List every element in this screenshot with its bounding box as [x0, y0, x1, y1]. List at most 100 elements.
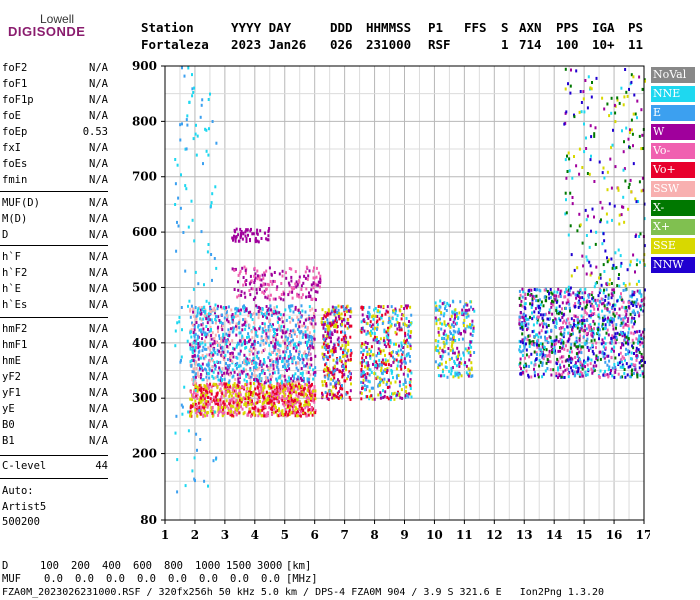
echo-point	[538, 353, 541, 357]
echo-point	[236, 405, 239, 409]
echo-point	[367, 379, 370, 383]
legend-item-vo-: Vo+	[651, 162, 695, 178]
param-value-b0: N/A	[89, 419, 108, 431]
hdr-year-day: 2023 Jan26	[231, 37, 307, 52]
echo-point	[643, 217, 646, 221]
echo-point	[233, 315, 235, 319]
echo-point	[281, 274, 284, 278]
echo-point	[362, 374, 364, 378]
echo-point	[211, 406, 214, 410]
echo-point	[237, 288, 240, 292]
echo-point	[181, 412, 184, 416]
echo-point	[580, 365, 583, 369]
echo-point	[400, 326, 403, 330]
echo-point	[207, 363, 210, 367]
echo-point	[577, 359, 580, 363]
echo-point	[622, 282, 625, 286]
echo-point	[344, 354, 347, 358]
echo-point	[228, 394, 231, 398]
echo-point	[405, 385, 408, 389]
echo-point	[205, 402, 208, 406]
echo-point	[344, 334, 347, 338]
echo-point	[276, 396, 279, 400]
echo-point	[242, 337, 245, 341]
echo-point	[259, 283, 262, 287]
echo-point	[191, 370, 194, 374]
echo-point	[395, 374, 398, 378]
echo-point	[393, 397, 396, 401]
echo-point	[227, 406, 230, 410]
echo-point	[343, 339, 346, 343]
echo-point	[264, 325, 266, 329]
echo-point	[279, 413, 281, 417]
echo-point	[253, 274, 256, 278]
echo-point	[237, 280, 239, 284]
echo-point	[407, 369, 410, 373]
echo-point	[283, 397, 286, 400]
echo-point	[257, 316, 260, 320]
echo-point	[638, 289, 641, 293]
echo-point	[238, 326, 241, 330]
echo-point	[288, 379, 291, 383]
status-line: FZA0M_2023026231000.RSF / 320fx256h 50 k…	[2, 587, 605, 598]
echo-point	[310, 395, 313, 399]
echo-point	[552, 319, 555, 323]
echo-point	[578, 343, 581, 347]
echo-point	[246, 341, 249, 345]
echo-point	[274, 331, 276, 335]
echo-point	[207, 243, 210, 246]
echo-point	[586, 106, 589, 110]
echo-point	[627, 207, 630, 211]
echo-point	[610, 355, 613, 359]
echo-point	[625, 90, 628, 94]
echo-point	[559, 349, 562, 353]
echo-point	[265, 390, 268, 394]
echo-point	[614, 341, 617, 345]
echo-point	[524, 302, 527, 306]
hdr-label-pps: PPS	[556, 20, 579, 35]
echo-point	[265, 311, 268, 315]
echo-point	[309, 344, 312, 348]
echo-point	[289, 391, 291, 395]
echo-point	[461, 308, 464, 312]
echo-point	[224, 385, 227, 389]
echo-point	[278, 311, 281, 315]
echo-point	[187, 66, 190, 70]
echo-point	[299, 331, 302, 335]
echo-point	[359, 391, 362, 395]
echo-point	[641, 364, 644, 368]
echo-point	[275, 311, 278, 315]
echo-point	[453, 351, 456, 355]
echo-point	[639, 340, 641, 344]
echo-point	[630, 351, 633, 355]
echo-point	[630, 73, 633, 77]
echo-point	[272, 411, 275, 415]
echo-point	[618, 361, 621, 365]
echo-point	[328, 393, 331, 396]
echo-point	[572, 372, 575, 376]
echo-point	[361, 360, 364, 364]
echo-point	[406, 393, 409, 397]
echo-point	[637, 348, 640, 352]
echo-point	[309, 384, 312, 388]
echo-point	[260, 388, 263, 392]
echo-point	[394, 312, 397, 316]
echo-point	[303, 364, 306, 368]
echo-point	[177, 196, 180, 200]
echo-point	[584, 291, 587, 295]
echo-point	[257, 240, 260, 244]
echo-point	[193, 456, 196, 460]
echo-point	[328, 336, 331, 339]
echo-point	[464, 327, 467, 331]
echo-point	[228, 340, 231, 344]
echo-point	[342, 305, 344, 308]
echo-point	[544, 335, 546, 339]
echo-point	[216, 360, 219, 364]
echo-point	[452, 324, 455, 328]
echo-point	[288, 316, 291, 319]
echo-point	[388, 385, 391, 389]
echo-point	[301, 324, 304, 328]
echo-point	[569, 357, 572, 361]
echo-point	[281, 385, 283, 389]
echo-point	[559, 363, 561, 367]
